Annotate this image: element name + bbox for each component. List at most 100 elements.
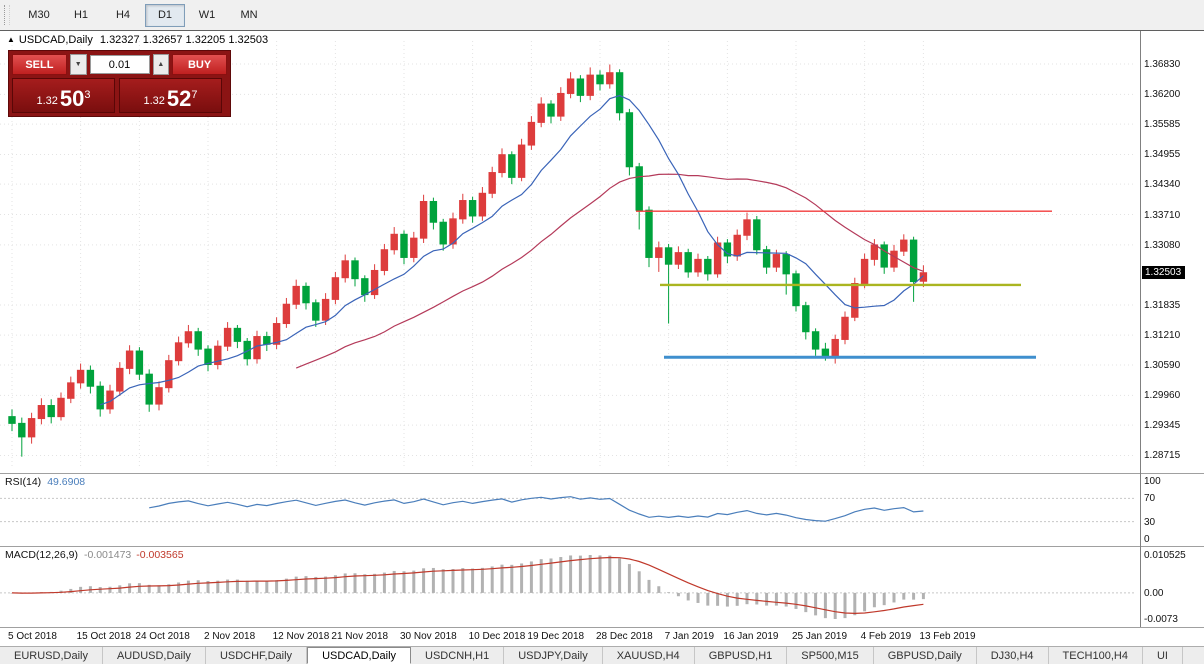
date-tick-label: 30 Nov 2018 (400, 631, 457, 642)
chart-tab-usdcnh-h1[interactable]: USDCNH,H1 (411, 647, 505, 664)
date-tick-label: 10 Dec 2018 (468, 631, 526, 642)
pane-splitter[interactable] (0, 473, 1204, 474)
date-tick-label: 24 Oct 2018 (135, 631, 190, 642)
chart-tab-usdjpy-daily[interactable]: USDJPY,Daily (504, 647, 603, 664)
chart-title: ▲ USDCAD,Daily 1.32327 1.32657 1.32205 1.3… (7, 34, 268, 46)
date-tick-label: 28 Dec 2018 (596, 631, 653, 642)
chart-tab-audusd-daily[interactable]: AUDUSD,Daily (102, 647, 206, 664)
candle (762, 245, 771, 274)
timeframe-button-h4[interactable]: H4 (115, 9, 131, 21)
price-tick-label: 1.36830 (1144, 59, 1181, 71)
candle (694, 253, 702, 277)
candle (86, 365, 95, 394)
date-tick-label: 12 Nov 2018 (272, 631, 330, 642)
chart-tab-usdcad-daily[interactable]: USDCAD,Daily (307, 647, 412, 664)
date-tick-label: 16 Jan 2019 (723, 631, 779, 642)
candle (645, 206, 653, 268)
price-chart[interactable] (0, 31, 1140, 473)
chart-tab-tech100-h4[interactable]: TECH100,H4 (1048, 647, 1143, 664)
candle (537, 97, 545, 128)
candle (361, 275, 369, 302)
chart-tab-sp500-m15[interactable]: SP500,M15 (787, 647, 874, 664)
timeframe-button-group: M30 H1 H4 D1 W1 MN (18, 3, 270, 27)
rsi-level-label: 0 (1144, 534, 1150, 545)
candle (429, 197, 438, 230)
chart-tab-gbpusd-daily[interactable]: GBPUSD,Daily (873, 647, 977, 664)
main-price-pane[interactable]: ▲ USDCAD,Daily 1.32327 1.32657 1.32205 1.3… (0, 31, 1204, 473)
candle (184, 324, 193, 348)
candle (37, 398, 46, 425)
timeframe-button-w1[interactable]: W1 (198, 9, 216, 21)
date-tick-label: 15 Oct 2018 (76, 631, 132, 642)
bid-price-digits: 50 (59, 86, 85, 112)
candle (811, 328, 820, 356)
timeframe-button-d1[interactable]: D1 (145, 3, 185, 27)
pane-splitter[interactable] (0, 627, 1204, 628)
price-tick-label: 1.33080 (1144, 239, 1181, 251)
macd-level-label: 0.010525 (1144, 550, 1186, 561)
candle (351, 257, 359, 287)
price-tick-label: 1.34955 (1144, 149, 1181, 161)
ask-price-prefix: 1.32 (143, 95, 165, 107)
candle (557, 87, 565, 121)
candle (566, 72, 575, 99)
candle (684, 248, 692, 278)
chart-tab-xauusd-h4[interactable]: XAUUSD,H4 (602, 647, 695, 664)
macd-label: MACD(12,26,9) -0.001473 -0.003565 (5, 549, 184, 561)
macd-chart[interactable] (0, 547, 1140, 627)
candle (723, 239, 732, 264)
candle (47, 399, 55, 424)
price-axis-border (1140, 31, 1141, 627)
candle (380, 243, 389, 276)
candle (802, 301, 810, 340)
date-tick-label: 2 Nov 2018 (204, 631, 256, 642)
date-tick-label: 13 Feb 2019 (919, 631, 976, 642)
chart-tab-usdchf-daily[interactable]: USDCHF,Daily (205, 647, 308, 664)
ask-price-panel[interactable]: 1.32 52 7 (119, 78, 222, 113)
candle (655, 241, 663, 272)
date-tick-label: 5 Oct 2018 (8, 631, 57, 642)
buy-button[interactable]: BUY (172, 54, 227, 75)
chart-tab-eurusd-daily[interactable]: EURUSD,Daily (0, 647, 103, 664)
timeframe-button-mn[interactable]: MN (240, 9, 258, 21)
volume-increase-button[interactable]: ▲ (152, 54, 170, 75)
timeframe-button-m30[interactable]: M30 (28, 9, 50, 21)
candle (586, 67, 594, 101)
bid-price-panel[interactable]: 1.32 50 3 (12, 78, 115, 113)
candle (517, 138, 526, 182)
price-tick-label: 1.34340 (1144, 179, 1181, 191)
volume-decrease-button[interactable]: ▼ (69, 54, 87, 75)
volume-input[interactable] (89, 55, 150, 74)
ask-price-digits: 52 (166, 86, 192, 112)
candle (370, 264, 379, 299)
toolbar-drag-handle[interactable] (4, 5, 10, 25)
candle (713, 236, 722, 278)
candle (909, 236, 918, 302)
candle (233, 324, 242, 349)
sell-button[interactable]: SELL (12, 54, 67, 75)
candle (331, 271, 340, 305)
rsi-label: RSI(14) 49.6908 (5, 476, 85, 488)
chart-tab-dj30-h4[interactable]: DJ30,H4 (976, 647, 1049, 664)
macd-pane[interactable]: MACD(12,26,9) -0.001473 -0.003565 (0, 547, 1204, 627)
candle (831, 334, 839, 364)
rsi-chart[interactable] (0, 474, 1140, 546)
candle (498, 148, 506, 178)
timeframe-button-h1[interactable]: H1 (73, 9, 89, 21)
candle (674, 246, 683, 270)
chart-tab-gbpusd-h1[interactable]: GBPUSD,H1 (694, 647, 788, 664)
candle (341, 254, 349, 283)
candle (204, 345, 212, 372)
rsi-pane[interactable]: RSI(14) 49.6908 (0, 474, 1204, 546)
date-tick-label: 19 Dec 2018 (527, 631, 585, 642)
candle (67, 376, 75, 404)
rsi-level-label: 70 (1144, 493, 1156, 505)
date-axis: 5 Oct 2018 15 Oct 2018 24 Oct 2018 2 Nov 20… (0, 628, 1204, 646)
pane-splitter[interactable] (0, 546, 1204, 547)
chart-symbol-icon: ▲ (7, 35, 15, 44)
macd-level-label: -0.0073 (1144, 614, 1178, 625)
chart-tab-ui[interactable]: UI (1142, 647, 1183, 664)
price-axis: 1.36830 1.36200 1.35585 1.34955 1.34340 1.337… (1142, 31, 1204, 627)
candle (625, 108, 634, 176)
date-tick-label: 25 Jan 2019 (792, 631, 848, 642)
